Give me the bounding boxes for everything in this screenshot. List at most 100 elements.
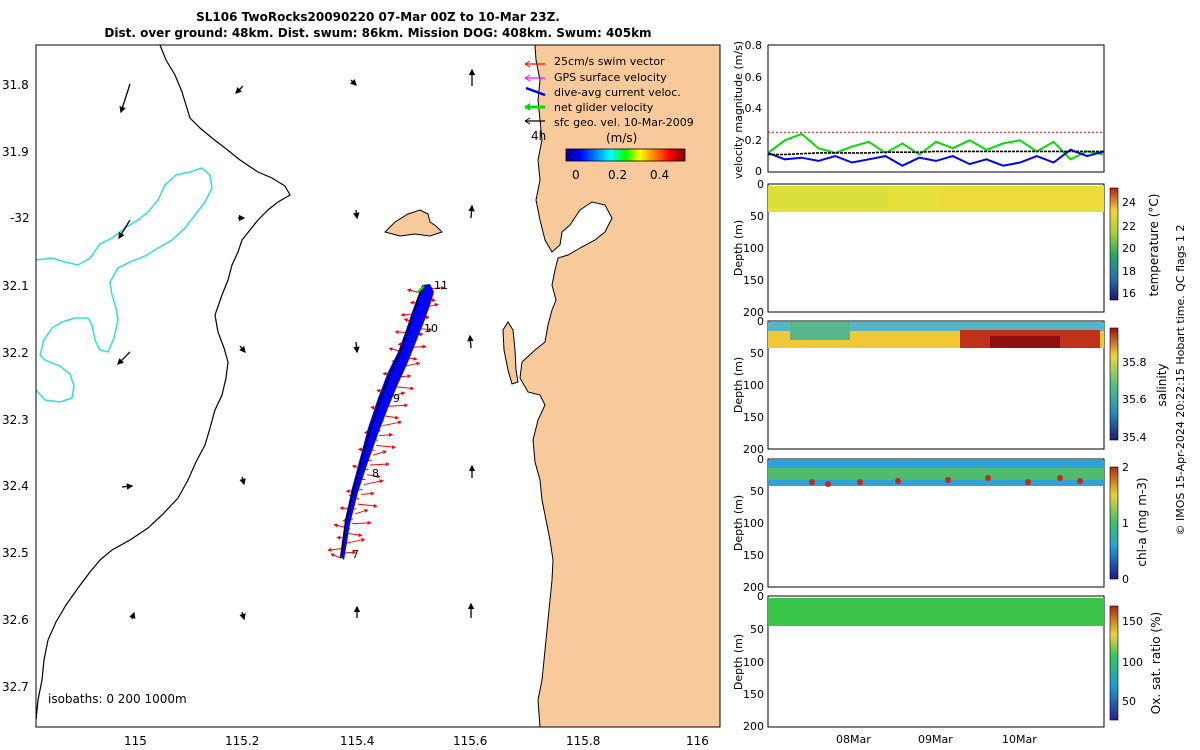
svg-text:GPS surface velocity: GPS surface velocity: [554, 71, 667, 84]
chlorophyll-cbar-tick: 1: [1122, 517, 1129, 530]
current-velocity-band: [340, 284, 434, 560]
salinity-panel: 35.8 35.6 35.4 salinity Depth (m) 0 50 1…: [732, 315, 1169, 456]
velocity-series-line-2: [767, 148, 1105, 167]
oxygen-cbar-tick: 100: [1122, 656, 1143, 669]
swim-vector: [382, 420, 403, 427]
salinity-data-patch: [790, 322, 850, 340]
temperature-ytick: 200: [743, 306, 764, 319]
chlorophyll-ytick: 0: [757, 453, 764, 466]
land-garden-island: [502, 321, 519, 385]
map-x-tick: 116: [686, 734, 709, 748]
swim-vector: [376, 444, 396, 450]
map-legend: 25cm/s swim vector GPS surface velocity …: [524, 55, 694, 143]
day-label-11: 11: [434, 279, 448, 292]
salinity-cbar-tick: 35.8: [1122, 356, 1147, 369]
salinity-cbar-label: salinity: [1155, 363, 1169, 406]
svg-text:dive-avg current veloc.: dive-avg current veloc.: [554, 86, 681, 99]
legend-entry-net-glider-velocity: net glider velocity: [524, 101, 654, 114]
oxygen-cbar-label: Ox. sat. ratio (%): [1149, 612, 1163, 714]
map-y-tick: 31.9: [2, 145, 29, 159]
velocity-panel: velocity magnitude (m/s) 0 0.2 0.4 0.6 0…: [732, 39, 1105, 179]
swim-vector: [348, 533, 363, 538]
salinity-ytick: 200: [743, 443, 764, 456]
chlorophyll-ytick: 50: [750, 485, 764, 498]
colorbar-title: (m/s): [606, 131, 637, 145]
map-y-tick: 32.4: [2, 479, 29, 493]
sfc-geo-velocity-arrows: [117, 68, 476, 621]
swim-vector: [388, 403, 409, 408]
salinity-ytick: 50: [750, 347, 764, 360]
imos-credit-note: © IMOS 15-Apr-2024 20:22:15 Hobart time.…: [1174, 225, 1187, 536]
chlorophyll-cbar-tick: 2: [1122, 461, 1129, 474]
map-y-tick: 32.6: [2, 613, 29, 627]
figure-subtitle: Dist. over ground: 48km. Dist. swum: 86k…: [104, 26, 651, 40]
oxygen-ytick: 50: [750, 623, 764, 636]
map-x-tick: 115: [124, 734, 147, 748]
swim-vector: [372, 450, 387, 456]
net-glider-velocity-marks: [417, 285, 425, 293]
oxygen-cbar-tick: 150: [1122, 615, 1143, 628]
day-label-8: 8: [372, 467, 379, 480]
map-x-tick: 115.4: [340, 734, 374, 748]
oxygen-ylabel: Depth (m): [732, 634, 745, 690]
swim-vector: [394, 386, 415, 391]
oxygen-panel: 150 100 50 Ox. sat. ratio (%) Depth (m) …: [732, 590, 1163, 746]
temperature-ylabel: Depth (m): [732, 220, 745, 276]
time-xtick: 08Mar: [836, 733, 871, 746]
legend-time-label: 4h: [531, 129, 546, 143]
chlorophyll-ylabel: Depth (m): [732, 495, 745, 551]
temperature-ytick: 150: [743, 274, 764, 287]
map-y-tick: 32.7: [2, 680, 29, 694]
chlorophyll-ytick: 150: [743, 549, 764, 562]
land-mainland: [519, 45, 720, 727]
swim-vector: [360, 491, 375, 496]
oxygen-ytick: 100: [743, 656, 764, 669]
map-y-tick: 32.3: [2, 413, 29, 427]
chlorophyll-ytick: 200: [743, 581, 764, 594]
swim-vector: [330, 553, 342, 559]
svg-text:net glider velocity: net glider velocity: [554, 101, 654, 114]
velocity-ytick: 0: [755, 165, 762, 178]
swim-vector: [345, 538, 366, 544]
colorbar-tick-0.2: 0.2: [608, 168, 627, 182]
map-panel: 7 8 9 10 11: [2, 44, 721, 748]
isobaths-label: isobaths: 0 200 1000m: [48, 692, 187, 706]
map-y-axis: 31.8 31.9 -32 32.1 32.2 32.3 32.4 32.5 3…: [2, 78, 30, 694]
svg-text:sfc geo. vel. 10-Mar-2009: sfc geo. vel. 10-Mar-2009: [554, 116, 694, 129]
temperature-cbar-tick: 22: [1122, 220, 1136, 233]
land-island: [384, 209, 443, 237]
colorbar-tick-0: 0: [572, 168, 580, 182]
day-label-10: 10: [424, 322, 438, 335]
map-y-tick: 32.1: [2, 279, 29, 293]
oxygen-ytick: 150: [743, 688, 764, 701]
oxygen-ytick: 0: [757, 590, 764, 603]
swim-vector: [379, 432, 394, 437]
figure-title: SL106 TwoRocks20090220 07-Mar 00Z to 10-…: [196, 10, 560, 24]
oxygen-data-band: [768, 598, 1104, 626]
velocity-ytick: 0.8: [745, 39, 763, 52]
svg-text:25cm/s swim vector: 25cm/s swim vector: [554, 55, 665, 68]
legend-entry-sfc-geo-velocity: sfc geo. vel. 10-Mar-2009: [524, 116, 694, 129]
temperature-colorbar: [1109, 187, 1119, 301]
map-y-tick: 32.2: [2, 346, 29, 360]
oxygen-colorbar: [1109, 605, 1119, 721]
swim-vector: [354, 508, 369, 515]
time-xtick: 09Mar: [918, 733, 953, 746]
swim-vector: [391, 391, 406, 397]
day-label-7: 7: [352, 548, 359, 561]
swim-vector: [370, 462, 390, 467]
map-x-tick: 115.2: [225, 734, 259, 748]
temperature-cbar-label: temperature (°C): [1147, 194, 1161, 297]
chlorophyll-cbar-label: chl-a (mg m-3): [1135, 477, 1149, 566]
chlorophyll-hotspots: [809, 475, 1083, 487]
map-axes-frame: [35, 44, 721, 728]
salinity-data-patch: [768, 322, 1104, 331]
temperature-panel: 24 22 20 18 16 temperature (°C) Depth (m…: [732, 178, 1161, 319]
velocity-ylabel: velocity magnitude (m/s): [732, 41, 745, 179]
swim-vector: [363, 479, 384, 486]
temperature-ytick: 100: [743, 242, 764, 255]
chlorophyll-panel: 2 1 0 chl-a (mg m-3) Depth (m) 0 50 100 …: [732, 453, 1149, 594]
map-x-tick: 115.6: [453, 734, 487, 748]
map-x-tick: 115.8: [566, 734, 600, 748]
